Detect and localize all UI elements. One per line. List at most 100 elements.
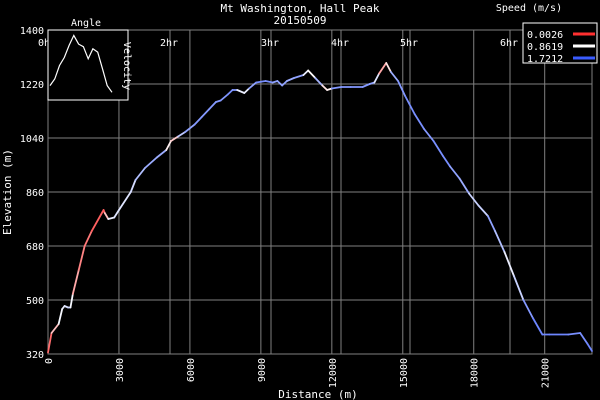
series-segment: [361, 83, 371, 88]
series-segment: [281, 80, 288, 87]
series-segment: [47, 332, 53, 354]
y-axis-label: Elevation (m): [1, 149, 14, 235]
x-tick-label: 21000: [541, 358, 552, 388]
series-segment: [293, 74, 305, 79]
series-segment: [302, 69, 310, 76]
series-segment: [307, 69, 317, 79]
inset-line: [49, 34, 113, 93]
series-segment: [567, 332, 582, 336]
series-segment: [77, 245, 86, 271]
series-segment: [264, 80, 274, 84]
y-tick-label: 1220: [20, 80, 44, 91]
y-tick-label: 680: [26, 242, 44, 253]
series-segment: [165, 140, 172, 151]
legend-title: Speed (m/s): [496, 3, 562, 14]
legend-label: 0.8619: [527, 42, 563, 53]
series-segment: [477, 204, 489, 217]
series-segment: [513, 275, 525, 301]
series-segment: [285, 77, 295, 82]
inset-angle-label: Angle: [71, 18, 101, 29]
time-tick-labels: 0h 2hr 3hr 4hr 5hr 6hr: [38, 38, 518, 49]
series-segment: [129, 179, 137, 193]
series-segment: [378, 62, 388, 75]
series-segment: [458, 177, 470, 195]
series-segment: [503, 251, 515, 277]
series-segment: [118, 191, 132, 211]
series-segment: [236, 89, 246, 94]
y-tick-label: 1040: [20, 134, 44, 145]
series-segment: [432, 140, 444, 157]
x-tick-label: 15000: [399, 358, 410, 388]
series-segment: [113, 209, 120, 219]
series-segment: [487, 215, 496, 232]
time-tick-label: 5hr: [400, 38, 418, 49]
series-segment: [390, 71, 399, 82]
series-segment: [276, 80, 284, 87]
time-tick-label: 3hr: [261, 38, 279, 49]
elevation-series: [47, 62, 593, 354]
chart-title: Mt Washington, Hall Peak: [221, 2, 380, 15]
series-segment: [413, 113, 425, 130]
series-segment: [170, 135, 179, 142]
series-segment: [134, 167, 146, 181]
inset-velocity-label: Velocity: [121, 42, 132, 90]
series-segment: [83, 230, 93, 247]
series-segment: [50, 323, 60, 334]
y-tick-labels: 320 500 680 860 1040 1220 1400: [20, 26, 44, 361]
time-tick-label: 0h: [38, 38, 50, 49]
x-tick-label: 0: [44, 358, 55, 364]
series-segment: [69, 293, 74, 309]
series-segment: [522, 299, 534, 319]
series-segment: [397, 80, 407, 97]
x-tick-label: 18000: [470, 358, 481, 388]
x-tick-labels: 0 3000 6000 9000 12000 15000 18000 21000: [44, 358, 552, 388]
series-segment: [243, 87, 250, 94]
series-segment: [226, 89, 234, 96]
series-segment: [255, 80, 267, 84]
series-segment: [531, 317, 544, 336]
series-segment: [107, 216, 116, 220]
x-tick-label: 9000: [257, 358, 268, 382]
series-segment: [321, 84, 328, 91]
series-segment: [586, 342, 593, 352]
series-segment: [385, 62, 392, 73]
series-segment: [468, 192, 480, 207]
series-segment: [90, 209, 105, 232]
time-tick-label: 6hr: [500, 38, 518, 49]
x-axis-label: Distance (m): [278, 388, 357, 400]
series-segment: [314, 77, 324, 87]
series-segment: [103, 212, 110, 220]
series-segment: [219, 93, 229, 102]
series-segment: [423, 128, 435, 142]
x-tick-label: 3000: [115, 358, 126, 382]
legend-label: 1.7212: [527, 54, 563, 65]
y-tick-label: 860: [26, 188, 44, 199]
series-segment: [193, 116, 203, 126]
legend-box: [522, 22, 598, 64]
x-tick-label: 12000: [328, 358, 339, 388]
series-segment: [442, 155, 451, 168]
legend-label: 0.0026: [527, 30, 563, 41]
series-segment: [207, 101, 217, 111]
series-segment: [248, 81, 258, 90]
chart-subtitle: 20150509: [274, 14, 327, 27]
y-tick-label: 1400: [20, 26, 44, 37]
series-segment: [373, 72, 381, 84]
series-segment: [330, 86, 343, 90]
series-segment: [200, 108, 210, 118]
plot-frame: [47, 29, 593, 355]
time-tick-label: 2hr: [160, 38, 178, 49]
inset-chart: Angle Velocity: [47, 18, 132, 101]
inset-frame: [47, 29, 129, 101]
time-tick-label: 4hr: [331, 38, 349, 49]
series-segment: [184, 123, 196, 133]
series-segment: [57, 308, 64, 325]
x-tick-label: 6000: [186, 358, 197, 382]
series-segment: [177, 131, 187, 138]
y-tick-label: 500: [26, 296, 44, 307]
y-tick-label: 320: [26, 350, 44, 361]
series-segment: [579, 332, 589, 345]
series-segment: [144, 156, 158, 169]
